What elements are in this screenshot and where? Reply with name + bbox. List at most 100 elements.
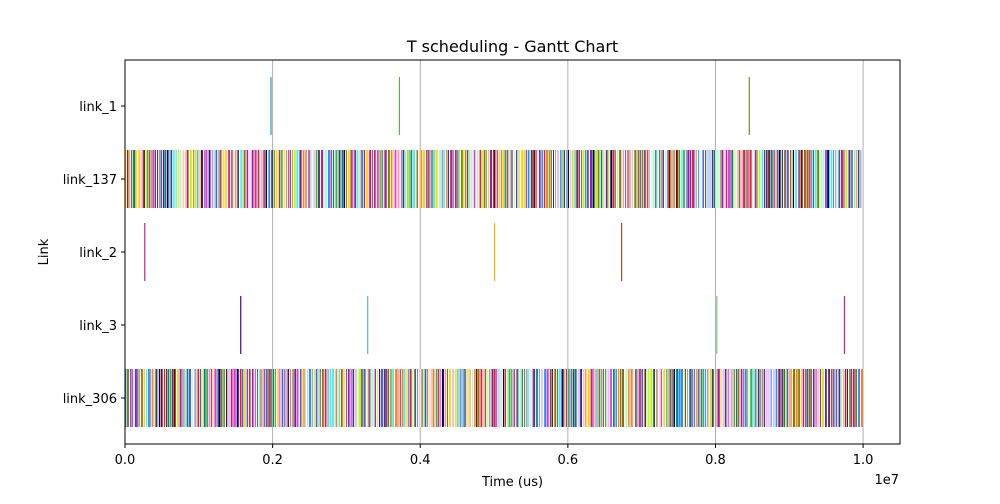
schedule-bar [189,369,191,427]
schedule-bar [461,369,463,427]
schedule-bar [589,150,593,208]
schedule-bar [177,150,179,208]
schedule-bar [527,369,529,427]
schedule-bar [194,150,197,208]
schedule-bar [506,150,509,208]
schedule-bar [484,369,487,427]
schedule-bar [607,150,610,208]
schedule-bar [127,150,129,208]
schedule-bar [426,369,428,427]
schedule-bar [307,369,309,427]
schedule-bar [383,369,386,427]
schedule-bar [574,369,577,427]
schedule-bar [177,369,179,427]
schedule-bar [246,369,249,427]
schedule-bar [763,369,766,427]
schedule-bar [482,150,484,208]
schedule-bar [257,150,260,208]
schedule-bar [773,150,775,208]
schedule-bar [150,369,152,427]
schedule-bar [747,369,749,427]
schedule-bar [765,369,768,427]
schedule-bar [617,369,620,427]
schedule-bar [447,150,450,208]
schedule-bar [398,77,401,135]
schedule-bar [214,369,217,427]
schedule-bar [252,369,254,427]
schedule-bar [806,369,809,427]
schedule-bar [659,150,661,208]
schedule-bar [515,369,517,427]
schedule-bar [258,369,260,427]
schedule-bar [343,150,346,208]
schedule-bar [584,150,587,208]
schedule-bar [576,150,579,208]
schedule-bar [403,369,406,427]
schedule-bar [200,150,203,208]
schedule-bar [138,369,140,427]
schedule-bar [668,150,671,208]
schedule-bar [713,150,716,208]
schedule-bar [683,150,685,208]
schedule-bar [748,369,750,427]
schedule-bar [330,150,332,208]
schedule-bar [169,150,171,208]
schedule-bar [808,369,810,427]
schedule-bar [628,369,630,427]
schedule-bar [202,369,204,427]
schedule-bar [135,150,137,208]
schedule-bar [808,150,811,208]
schedule-bar [535,150,537,208]
schedule-bar [387,369,390,427]
schedule-bar [354,369,357,427]
schedule-bar [718,150,720,208]
schedule-bar [843,296,846,354]
schedule-bar [835,150,837,208]
schedule-bar [304,369,306,427]
schedule-bar [537,150,538,208]
schedule-bar [811,150,813,208]
schedule-bar [650,150,652,208]
schedule-bar [166,369,168,427]
schedule-bar [596,369,598,427]
schedule-bar [373,150,376,208]
schedule-bar [548,150,550,208]
schedule-bar [504,369,506,427]
schedule-bar [615,369,617,427]
schedule-bar [685,150,687,208]
schedule-bar [737,369,740,427]
schedule-bar [517,150,519,208]
schedule-bar [844,369,846,427]
schedule-bar [209,369,211,427]
schedule-bar [151,369,153,427]
schedule-bar [485,150,487,208]
schedule-bar [296,150,299,208]
schedule-bar [408,369,410,427]
schedule-bar [321,150,324,208]
schedule-bar [580,369,582,427]
schedule-bar [702,369,705,427]
schedule-bar [361,150,364,208]
schedule-bar [785,369,787,427]
schedule-bar [483,150,486,208]
schedule-bar [569,369,571,427]
schedule-bar [727,369,729,427]
schedule-bar [250,369,252,427]
schedule-bar [554,369,557,427]
schedule-bar [274,369,276,427]
schedule-bar [146,150,149,208]
schedule-bar [634,150,637,208]
schedule-bar [299,369,302,427]
schedule-bar [273,150,275,208]
schedule-bar [173,150,175,208]
schedule-bar [720,150,722,208]
schedule-bar [302,369,304,427]
schedule-bar [311,369,313,427]
schedule-bar [644,150,646,208]
schedule-bar [216,369,218,427]
schedule-bar [455,369,457,427]
schedule-bar [235,150,237,208]
schedule-bar [572,150,574,208]
schedule-bar [539,150,541,208]
schedule-bar [637,369,639,427]
